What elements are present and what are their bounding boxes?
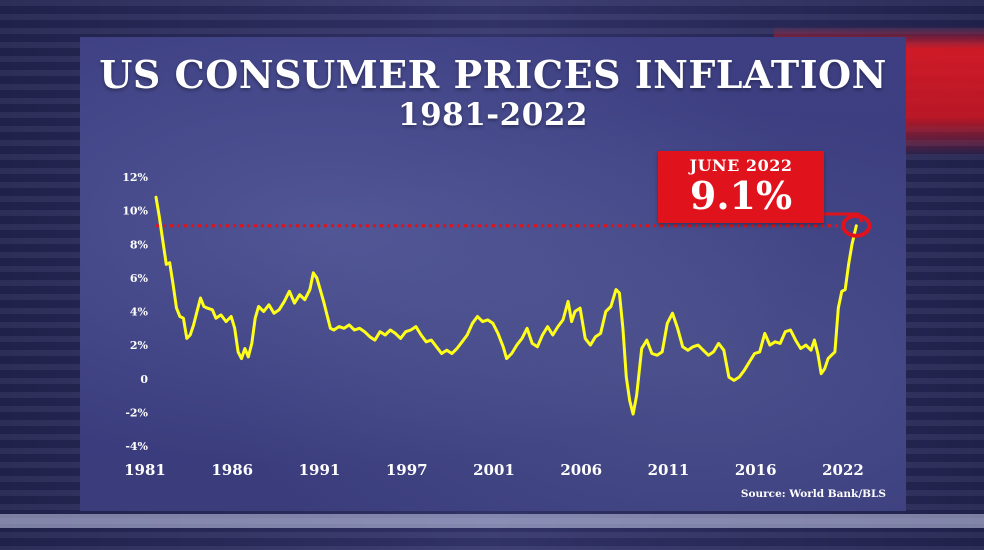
chart-panel (80, 37, 906, 511)
y-tick-label: 8% (130, 238, 149, 251)
y-tick-label: 6% (130, 272, 149, 285)
source-note: Source: World Bank/BLS (740, 488, 886, 500)
highlight-circle (841, 213, 872, 238)
x-tick-label: 2001 (473, 461, 515, 479)
x-tick-label: 1981 (124, 461, 166, 479)
y-tick-label: 12% (122, 171, 148, 184)
chart-title: US CONSUMER PRICES INFLATION (99, 52, 887, 97)
x-tick-label: 2022 (822, 461, 864, 479)
y-tick-label: -4% (125, 440, 148, 453)
x-tick-label: 1991 (299, 461, 341, 479)
x-tick-label: 1997 (386, 461, 428, 479)
x-tick-label: 2016 (735, 461, 777, 479)
x-axis-ticks: 1981 1986 1991 1997 2001 2006 2011 2016 2022 (124, 461, 864, 479)
x-tick-label: 2006 (560, 461, 602, 479)
chart-subtitle: 1981-2022 (398, 97, 588, 133)
x-tick-label: 2011 (648, 461, 690, 479)
callout-value: 9.1% (689, 173, 793, 218)
callout-box: JUNE 2022 9.1% (658, 151, 824, 223)
inflation-series-line (154, 195, 858, 416)
y-tick-label: 10% (122, 205, 148, 218)
y-tick-label: 4% (130, 306, 149, 319)
y-tick-label: 2% (130, 339, 149, 352)
callout-date: JUNE 2022 (689, 156, 793, 175)
y-axis-ticks: 12% 10% 8% 6% 4% 2% 0 -2% -4% (122, 171, 148, 453)
y-tick-label: 0 (140, 373, 148, 386)
bottom-bar (0, 514, 984, 528)
x-tick-label: 1986 (211, 461, 253, 479)
y-tick-label: -2% (125, 406, 148, 419)
series-line-group (154, 195, 872, 416)
